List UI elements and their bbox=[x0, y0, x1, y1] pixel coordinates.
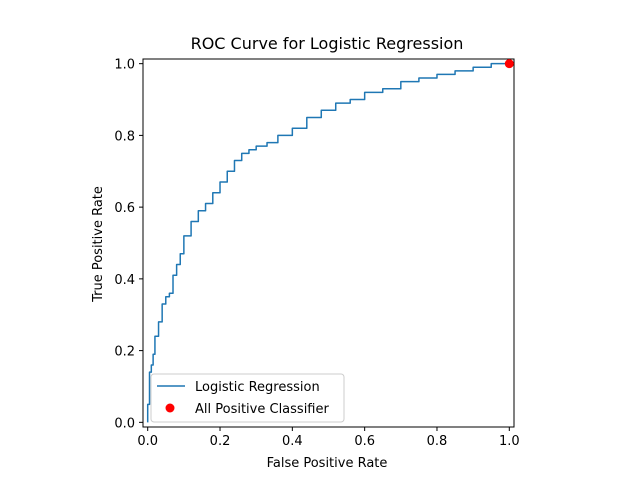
series-layer bbox=[146, 59, 514, 423]
y-axis-label: True Positive Rate bbox=[91, 186, 106, 303]
y-tick-label: 0.8 bbox=[114, 129, 135, 144]
series-line-logistic-regression bbox=[146, 62, 510, 423]
axes-frame bbox=[142, 58, 515, 428]
chart-title: ROC Curve for Logistic Regression bbox=[191, 34, 464, 53]
x-tick-label: 0.8 bbox=[427, 434, 448, 449]
x-axis-ticks: 0.0 0.2 0.4 0.6 0.8 1.0 bbox=[137, 427, 520, 449]
y-tick-label: 0.4 bbox=[114, 273, 135, 288]
x-tick-label: 0.6 bbox=[354, 434, 375, 449]
x-axis-label: False Positive Rate bbox=[267, 456, 388, 471]
plot-area bbox=[142, 58, 515, 428]
legend-label-logistic-regression: Logistic Regression bbox=[195, 380, 320, 395]
legend-dot-marker bbox=[165, 403, 175, 413]
y-axis-ticks: 0.0 0.2 0.4 0.6 0.8 1.0 bbox=[114, 58, 143, 431]
legend: Logistic Regression All Positive Classif… bbox=[150, 373, 345, 423]
x-tick-label: 0.2 bbox=[210, 434, 231, 449]
legend-box bbox=[150, 373, 345, 423]
y-tick-label: 1.0 bbox=[114, 58, 135, 73]
x-tick-label: 0.0 bbox=[137, 434, 158, 449]
legend-label-all-positive-classifier: All Positive Classifier bbox=[195, 402, 329, 417]
y-tick-label: 0.0 bbox=[114, 416, 135, 431]
y-tick-label: 0.2 bbox=[114, 345, 135, 360]
y-tick-label: 0.6 bbox=[114, 201, 135, 216]
x-tick-label: 1.0 bbox=[499, 434, 520, 449]
x-tick-label: 0.4 bbox=[282, 434, 303, 449]
scatter-point-all-positive-classifier bbox=[504, 59, 514, 69]
